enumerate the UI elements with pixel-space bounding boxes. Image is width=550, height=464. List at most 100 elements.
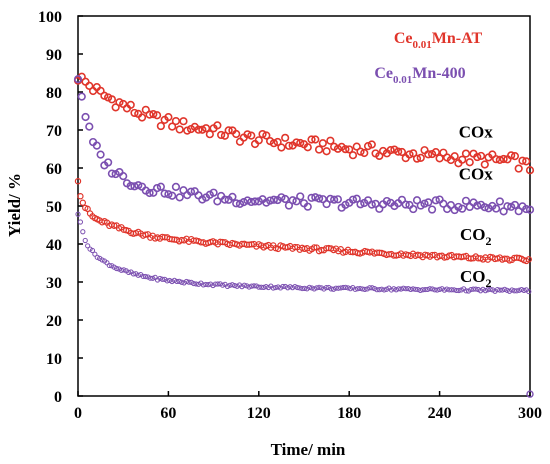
x-tick-label: 240 (428, 405, 452, 422)
data-point (258, 129, 267, 139)
data-point (345, 145, 354, 154)
data-point (179, 117, 188, 126)
data-point (145, 188, 154, 198)
data-point (171, 116, 181, 126)
data-point (449, 287, 455, 293)
annotations: COx COx CO2 CO2 (459, 123, 494, 290)
data-point (369, 285, 375, 291)
data-point (280, 283, 286, 290)
data-point (314, 145, 324, 154)
data-point (338, 285, 344, 291)
y-tick-label: 70 (46, 123, 62, 140)
y-tick-label: 0 (54, 389, 62, 406)
data-point (526, 288, 532, 295)
data-point (228, 192, 237, 201)
data-point (347, 286, 354, 292)
data-point (85, 81, 94, 91)
data-point (119, 171, 128, 181)
data-point (224, 126, 233, 135)
data-point (292, 138, 301, 147)
data-point (169, 278, 175, 285)
data-point (232, 129, 241, 139)
data-point (405, 286, 411, 292)
x-tick-label: 60 (160, 405, 176, 422)
data-point (408, 286, 414, 292)
data-point (134, 181, 143, 190)
data-point (424, 198, 433, 207)
data-point (156, 121, 165, 131)
data-point (322, 147, 331, 156)
data-point (164, 190, 173, 199)
data-point (270, 285, 276, 291)
data-point (386, 145, 395, 155)
data-point (77, 219, 84, 225)
data-point (499, 287, 505, 293)
data-point (275, 284, 281, 290)
data-point (405, 150, 414, 159)
data-point (367, 200, 376, 209)
data-point (201, 124, 211, 133)
data-point (82, 237, 88, 244)
data-point (284, 141, 294, 150)
data-point (77, 92, 86, 101)
data-point (431, 148, 440, 157)
data-point (526, 390, 534, 398)
data-point (235, 137, 245, 146)
data-point (156, 182, 165, 191)
data-point (179, 279, 185, 285)
data-point (367, 285, 373, 291)
data-point (435, 154, 444, 163)
data-point (340, 284, 346, 291)
data-point (348, 195, 358, 204)
data-point (227, 282, 233, 288)
data-point (183, 278, 190, 285)
data-point (113, 265, 120, 272)
data-point (420, 287, 426, 293)
data-point (379, 286, 385, 292)
data-point (205, 282, 211, 288)
data-point (381, 287, 387, 293)
data-point (356, 147, 365, 156)
data-point (396, 286, 402, 292)
data-point (510, 152, 520, 161)
data-point (175, 193, 184, 202)
data-point (518, 286, 525, 293)
data-point (85, 243, 91, 249)
data-point (429, 286, 435, 292)
x-tick-label: 0 (74, 405, 82, 422)
data-point (135, 272, 141, 278)
data-point (326, 194, 335, 203)
data-point (200, 282, 206, 288)
data-point (487, 286, 493, 292)
data-point (432, 287, 438, 293)
data-point (522, 204, 531, 214)
data-point (171, 182, 181, 191)
data-point (239, 198, 248, 207)
data-point (516, 287, 522, 293)
data-point (401, 200, 410, 209)
data-point (504, 287, 510, 293)
data-point (96, 86, 105, 95)
data-point (167, 277, 173, 284)
data-point (159, 276, 165, 282)
data-point (273, 284, 279, 291)
data-point (416, 153, 425, 162)
data-point (176, 278, 182, 284)
data-point (247, 131, 256, 140)
data-point (409, 149, 418, 158)
data-point (342, 284, 349, 290)
data-point (85, 122, 94, 131)
data-point (157, 275, 163, 282)
data-point (509, 287, 515, 293)
data-point (437, 286, 443, 292)
legend: Ce0.01Mn-AT Ce0.01Mn-400 (374, 30, 482, 86)
data-point (453, 287, 460, 294)
data-point (193, 281, 199, 287)
data-point (273, 137, 282, 147)
data-point (262, 131, 271, 140)
data-point (294, 284, 300, 291)
data-point (191, 280, 197, 287)
y-tick-label: 40 (46, 237, 62, 254)
data-point (360, 148, 369, 158)
data-point (456, 287, 462, 294)
